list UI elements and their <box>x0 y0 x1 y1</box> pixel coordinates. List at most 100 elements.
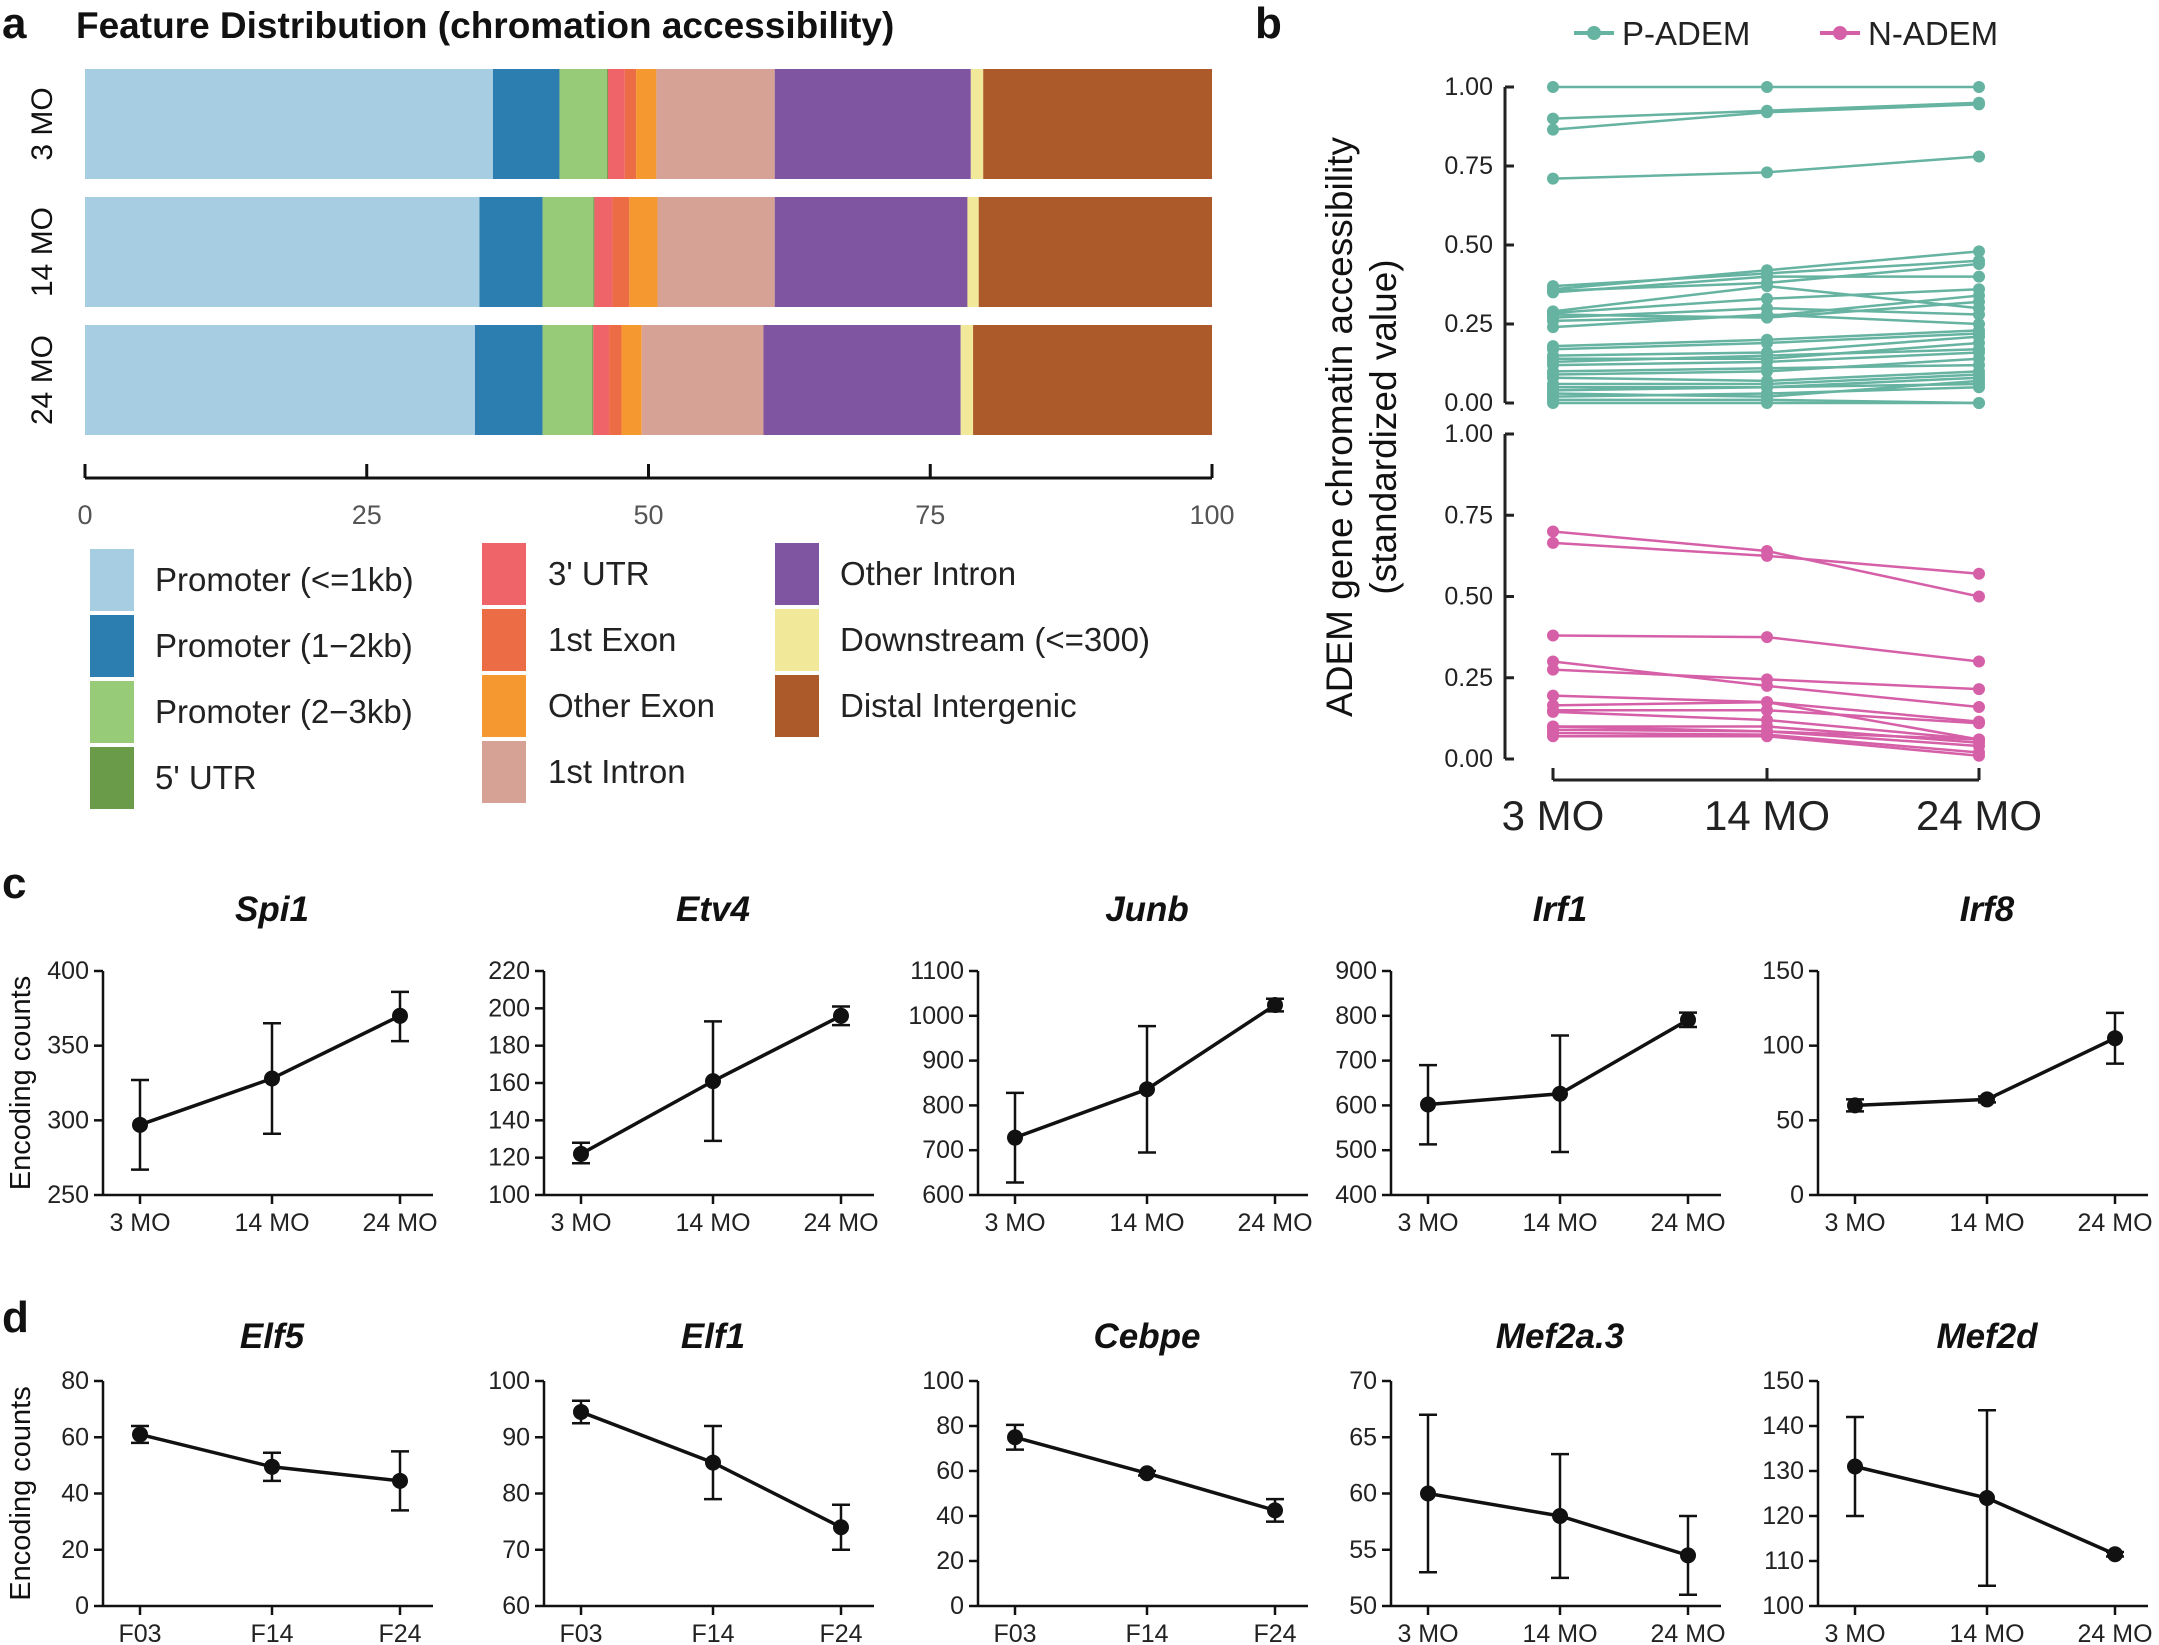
data-point <box>1547 321 1559 334</box>
y-tick-label: 300 <box>47 1106 89 1134</box>
legend-label: 3' UTR <box>548 555 650 592</box>
x-tick-label: 3 MO <box>550 1209 611 1237</box>
legend-swatch <box>482 609 526 671</box>
legend-swatch <box>775 543 819 605</box>
y-tick-label: 0 <box>75 1592 89 1620</box>
data-point <box>573 1403 589 1420</box>
x-tick-label: F24 <box>378 1620 421 1645</box>
bar-segment <box>657 197 775 307</box>
legend-label: Promoter (<=1kb) <box>155 561 414 598</box>
x-tick-label: 14 MO <box>675 1209 750 1237</box>
data-point <box>1979 1490 1995 1506</box>
data-point <box>1973 733 1985 746</box>
y-axis-label: (standardized value) <box>1363 259 1404 594</box>
data-point <box>1973 245 1985 258</box>
y-axis-label: Encoding counts <box>5 976 37 1190</box>
data-point <box>1761 725 1773 738</box>
series-line <box>1427 1491 1689 1558</box>
x-tick-label: F14 <box>691 1620 734 1645</box>
chart-title: Feature Distribution (chromation accessi… <box>76 5 894 46</box>
y-tick-label: 80 <box>502 1480 530 1508</box>
data-point <box>1761 106 1773 119</box>
bar-segment <box>479 197 543 307</box>
x-tick-label: 24 MO <box>1650 1209 1725 1237</box>
legend-label: Other Exon <box>548 687 715 724</box>
y-tick-label: 250 <box>47 1181 89 1209</box>
x-tick-label: 14 MO <box>1109 1209 1184 1237</box>
y-tick-label: 20 <box>61 1536 89 1564</box>
y-tick-label: 1.00 <box>1444 420 1493 448</box>
bar-segment <box>609 325 622 435</box>
bar-segment <box>621 325 642 435</box>
x-tick-label: 14 MO <box>1522 1620 1597 1645</box>
legend-swatch <box>90 681 134 743</box>
x-tick-label: 14 MO <box>1949 1620 2024 1645</box>
y-tick-label: 400 <box>1335 1181 1377 1209</box>
y-tick-label: 350 <box>47 1032 89 1060</box>
x-tick-label: 24 MO <box>1916 792 2042 839</box>
y-tick-label: 60 <box>936 1457 964 1485</box>
x-tick-label: 24 MO <box>2077 1620 2152 1645</box>
y-tick-label: 110 <box>1764 1547 1804 1575</box>
bar-segment <box>559 69 607 179</box>
y-tick-label: 0.50 <box>1444 231 1493 259</box>
data-point <box>1973 289 1985 302</box>
panel-b-chart: P-ADEM N-ADEM 0.00 0.25 0.50 0.75 1.00 0.00 0.25… <box>1319 15 2042 839</box>
subplot-elf5: Elf5 0 20 40 60 80 F03 F14 F24 Encoding counts <box>5 1317 433 1645</box>
panel-label-c: c <box>2 859 26 908</box>
y-tick-label: 0.25 <box>1444 310 1493 338</box>
y-tick-label: 1000 <box>908 1002 964 1030</box>
y-tick-label: 80 <box>936 1412 964 1440</box>
data-point <box>264 1070 280 1087</box>
subplot-title: Etv4 <box>676 890 750 929</box>
data-point <box>1761 704 1773 717</box>
y-tick-label: 90 <box>502 1423 530 1451</box>
y-tick-label: 100 <box>488 1181 530 1209</box>
y-tick-label: 600 <box>1335 1091 1377 1119</box>
y-tick-label: 0.50 <box>1444 583 1493 611</box>
data-point <box>1973 257 1985 270</box>
data-point <box>1973 749 1985 762</box>
data-point <box>705 1454 721 1471</box>
x-tick-label: 3 MO <box>1502 792 1605 839</box>
data-point <box>1547 286 1559 299</box>
y-tick-label: 120 <box>1762 1502 1804 1530</box>
x-tick-label: 24 MO <box>362 1209 437 1237</box>
data-point <box>1420 1485 1436 1502</box>
row-label: 14 MO <box>26 207 59 297</box>
legend-label: Distal Intergenic <box>840 687 1077 724</box>
y-tick-label: 180 <box>488 1032 530 1060</box>
y-tick-label: 70 <box>1349 1367 1377 1395</box>
x-tick-label: 3 MO <box>1397 1209 1458 1237</box>
x-tick-label: 3 MO <box>1824 1209 1885 1237</box>
x-tick-label: 50 <box>633 500 663 530</box>
x-tick-label: 24 MO <box>1650 1620 1725 1645</box>
bar-segment <box>983 69 1212 179</box>
y-tick-label: 220 <box>488 957 530 985</box>
x-tick-label: 14 MO <box>234 1209 309 1237</box>
x-tick-label: 14 MO <box>1949 1209 2024 1237</box>
data-point <box>1547 112 1559 125</box>
data-point <box>1973 717 1985 730</box>
data-point <box>1761 292 1773 305</box>
legend-swatch <box>775 675 819 737</box>
data-point <box>1552 1085 1568 1102</box>
bar-segment <box>85 325 475 435</box>
legend-marker <box>1833 26 1847 40</box>
subplot-elf1: Elf1 60 70 80 90 100 F03 F14 F24 <box>488 1317 874 1645</box>
bar-segment <box>656 69 775 179</box>
data-point <box>1547 525 1559 538</box>
subplot-title: Mef2a.3 <box>1496 1317 1625 1356</box>
legend-label: Promoter (1−2kb) <box>155 627 413 664</box>
subplot-title: Irf1 <box>1533 890 1587 929</box>
panel-a-chart: Feature Distribution (chromation accessi… <box>26 5 1235 809</box>
data-point <box>1420 1096 1436 1113</box>
y-axis-label: Encoding counts <box>5 1386 37 1600</box>
y-tick-label: 900 <box>1335 957 1377 985</box>
x-tick-label: 0 <box>77 500 92 530</box>
y-tick-label: 100 <box>1762 1592 1804 1620</box>
series-line <box>1854 1464 2116 1556</box>
data-point <box>1973 397 1985 409</box>
x-tick-label: 25 <box>352 500 382 530</box>
